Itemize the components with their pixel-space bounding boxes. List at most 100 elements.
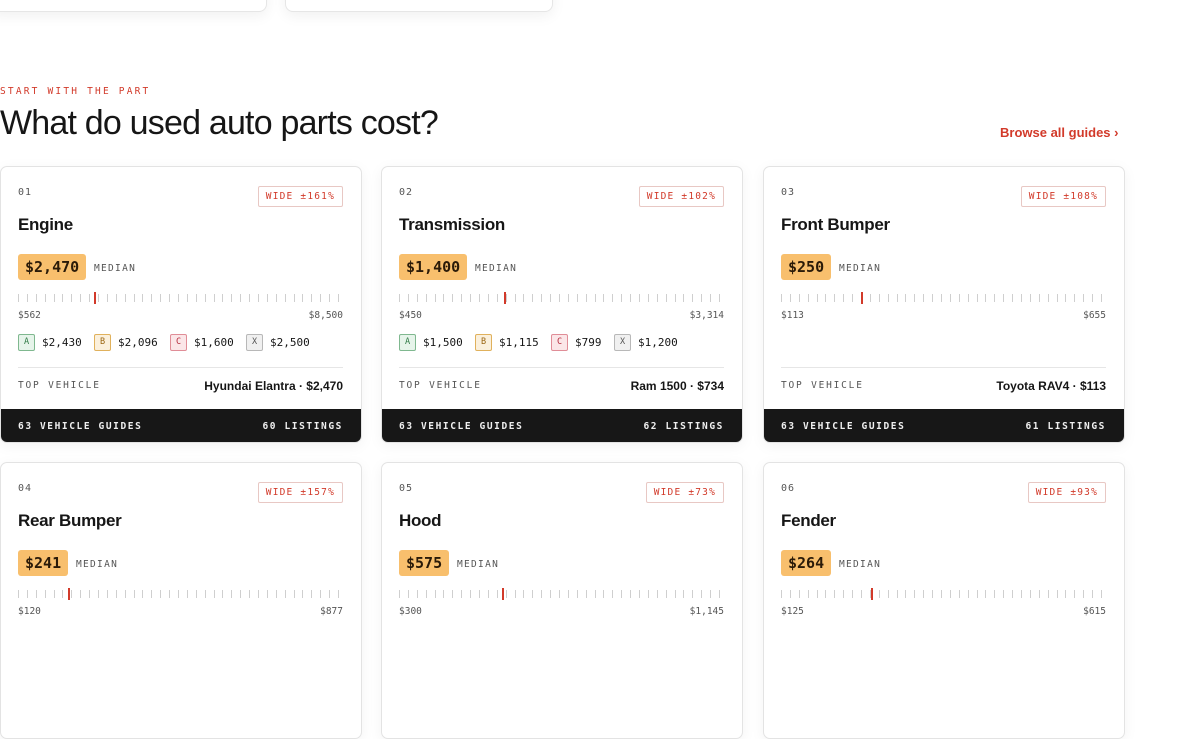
range-tick bbox=[284, 294, 286, 302]
range-tick bbox=[941, 590, 942, 598]
range-tick bbox=[461, 590, 463, 598]
range-tick bbox=[719, 590, 720, 598]
part-name: Rear Bumper bbox=[18, 511, 122, 530]
range-tick bbox=[949, 294, 951, 302]
range-tick bbox=[932, 294, 934, 302]
range-tick bbox=[1003, 294, 1005, 302]
range-tick bbox=[399, 294, 400, 302]
range-tick bbox=[496, 590, 498, 598]
grade-chip: X bbox=[246, 334, 263, 351]
range-tick bbox=[284, 590, 286, 598]
grade-chip: C bbox=[170, 334, 187, 351]
part-card[interactable]: 05 WIDE ±73% Hood $575 MEDIAN $300 $1,145 bbox=[381, 462, 743, 739]
range-tick bbox=[621, 294, 623, 302]
range-tick bbox=[293, 294, 295, 302]
range-tick bbox=[621, 590, 623, 598]
grade-chip: B bbox=[94, 334, 111, 351]
range-tick bbox=[887, 590, 889, 598]
range-tick bbox=[106, 294, 108, 302]
part-name: Fender bbox=[781, 511, 836, 530]
divider bbox=[399, 367, 724, 368]
range-tick bbox=[949, 590, 951, 598]
range-tick bbox=[425, 590, 427, 598]
range-tick bbox=[914, 294, 916, 302]
grade-price: $1,200 bbox=[638, 336, 678, 349]
guides-count: 63 VEHICLE GUIDES bbox=[399, 421, 524, 432]
range-tick bbox=[532, 294, 534, 302]
range-tick bbox=[1012, 590, 1014, 598]
part-card[interactable]: 06 WIDE ±93% Fender $264 MEDIAN $125 $615 bbox=[763, 462, 1125, 739]
range-tick bbox=[994, 294, 996, 302]
range-tick bbox=[98, 294, 99, 302]
divider bbox=[18, 367, 343, 368]
range-tick bbox=[169, 294, 171, 302]
part-card[interactable]: 03 WIDE ±108% Front Bumper $250 MEDIAN $113 $6… bbox=[763, 166, 1125, 443]
range-tick bbox=[1012, 294, 1014, 302]
range-tick bbox=[1056, 590, 1058, 598]
range-tick bbox=[53, 294, 55, 302]
range-tick bbox=[89, 294, 91, 302]
range-tick bbox=[452, 590, 454, 598]
grade-chip: A bbox=[399, 334, 416, 351]
range-tick bbox=[80, 590, 82, 598]
range-tick bbox=[541, 590, 543, 598]
spread-badge: WIDE ±93% bbox=[1027, 482, 1106, 503]
range-tick bbox=[407, 590, 409, 598]
range-tick bbox=[523, 294, 525, 302]
range-tick bbox=[905, 590, 907, 598]
link-text[interactable]: Browse all guides bbox=[1000, 125, 1111, 140]
range-tick bbox=[71, 294, 73, 302]
range-tick bbox=[169, 590, 171, 598]
grade-chip: B bbox=[475, 334, 492, 351]
range-tick bbox=[443, 294, 445, 302]
range-tick bbox=[1092, 294, 1094, 302]
range-tick bbox=[302, 590, 304, 598]
range-tick bbox=[496, 294, 498, 302]
range-tick bbox=[106, 590, 108, 598]
range-tick bbox=[807, 590, 809, 598]
range-tick bbox=[550, 590, 552, 598]
part-card[interactable]: 01 WIDE ±161% Engine $2,470 MEDIAN $562 $8,500… bbox=[0, 166, 362, 443]
range-tick bbox=[71, 590, 73, 598]
range-tick bbox=[594, 294, 596, 302]
range-high: $1,145 bbox=[689, 606, 724, 617]
grade-price: $1,500 bbox=[423, 336, 463, 349]
range-tick bbox=[896, 590, 898, 598]
range-tick bbox=[142, 294, 144, 302]
range-tick bbox=[559, 294, 560, 302]
range-tick bbox=[958, 294, 960, 302]
range-tick bbox=[861, 590, 862, 598]
range-tick bbox=[240, 590, 242, 598]
browse-link[interactable]: Browse all guides › bbox=[1000, 125, 1119, 140]
card-index: 01 bbox=[18, 187, 33, 198]
range-tick bbox=[878, 294, 880, 302]
range-tick bbox=[1021, 294, 1022, 302]
card-footer: 63 VEHICLE GUIDES 62 LISTINGS bbox=[382, 409, 742, 442]
range-tick bbox=[1047, 294, 1049, 302]
range-tick bbox=[941, 294, 942, 302]
range-tick bbox=[834, 294, 836, 302]
range-tick bbox=[639, 590, 640, 598]
range-tick bbox=[550, 294, 552, 302]
range-tick bbox=[576, 294, 578, 302]
range-tick bbox=[133, 590, 135, 598]
range-tick bbox=[329, 590, 331, 598]
range-tick bbox=[1038, 294, 1040, 302]
range-tick bbox=[1074, 294, 1076, 302]
median-price: $241 bbox=[18, 550, 69, 576]
range-tick bbox=[89, 590, 91, 598]
grade-price: $2,430 bbox=[42, 336, 82, 349]
range-tick bbox=[905, 294, 907, 302]
range-tick bbox=[869, 590, 871, 598]
part-card[interactable]: 02 WIDE ±102% Transmission $1,400 MEDIAN $450… bbox=[381, 166, 743, 443]
range-tick bbox=[1083, 590, 1085, 598]
range-tick bbox=[452, 294, 454, 302]
page: {"section": {"eyebrow": "START WITH THE … bbox=[0, 0, 1125, 739]
range-tick bbox=[559, 590, 560, 598]
previous-card bbox=[0, 0, 267, 12]
range-tick bbox=[266, 590, 268, 598]
part-card[interactable]: 04 WIDE ±157% Rear Bumper $241 MEDIAN $120 $87… bbox=[0, 462, 362, 739]
range-high: $3,314 bbox=[689, 310, 724, 321]
grade-price: $2,500 bbox=[270, 336, 310, 349]
range-tick bbox=[630, 294, 632, 302]
